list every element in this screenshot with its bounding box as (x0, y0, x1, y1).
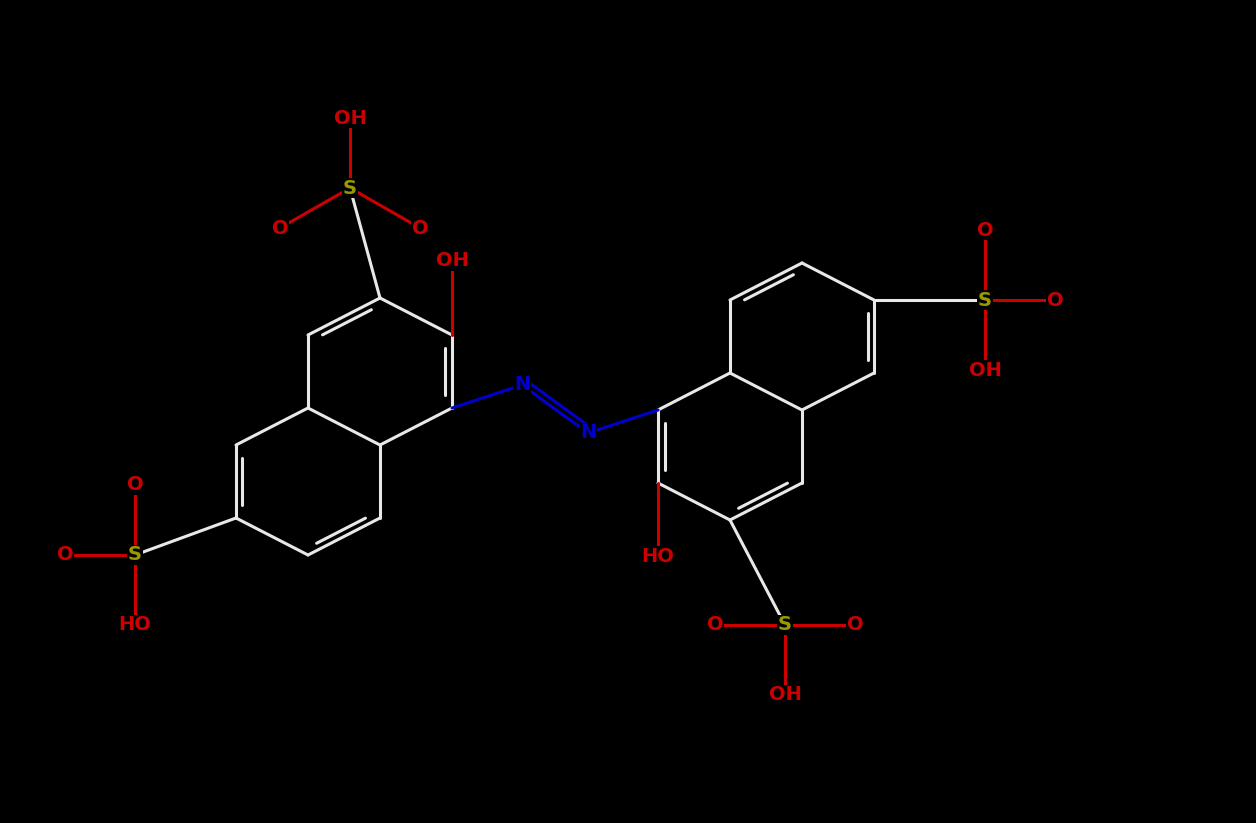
Text: O: O (412, 218, 428, 238)
Text: S: S (128, 546, 142, 565)
Text: O: O (127, 476, 143, 495)
Text: O: O (707, 616, 723, 635)
Text: O: O (977, 221, 993, 239)
Text: OH: OH (769, 686, 801, 704)
Text: S: S (343, 179, 357, 198)
Text: OH: OH (968, 360, 1001, 379)
Text: O: O (847, 616, 863, 635)
Text: N: N (580, 424, 597, 443)
Text: O: O (1046, 291, 1064, 309)
Text: S: S (777, 616, 793, 635)
Text: O: O (57, 546, 73, 565)
Text: HO: HO (642, 546, 674, 565)
Text: N: N (514, 375, 530, 394)
Text: OH: OH (436, 252, 468, 271)
Text: O: O (271, 218, 289, 238)
Text: OH: OH (334, 109, 367, 128)
Text: HO: HO (118, 616, 152, 635)
Text: S: S (978, 291, 992, 309)
